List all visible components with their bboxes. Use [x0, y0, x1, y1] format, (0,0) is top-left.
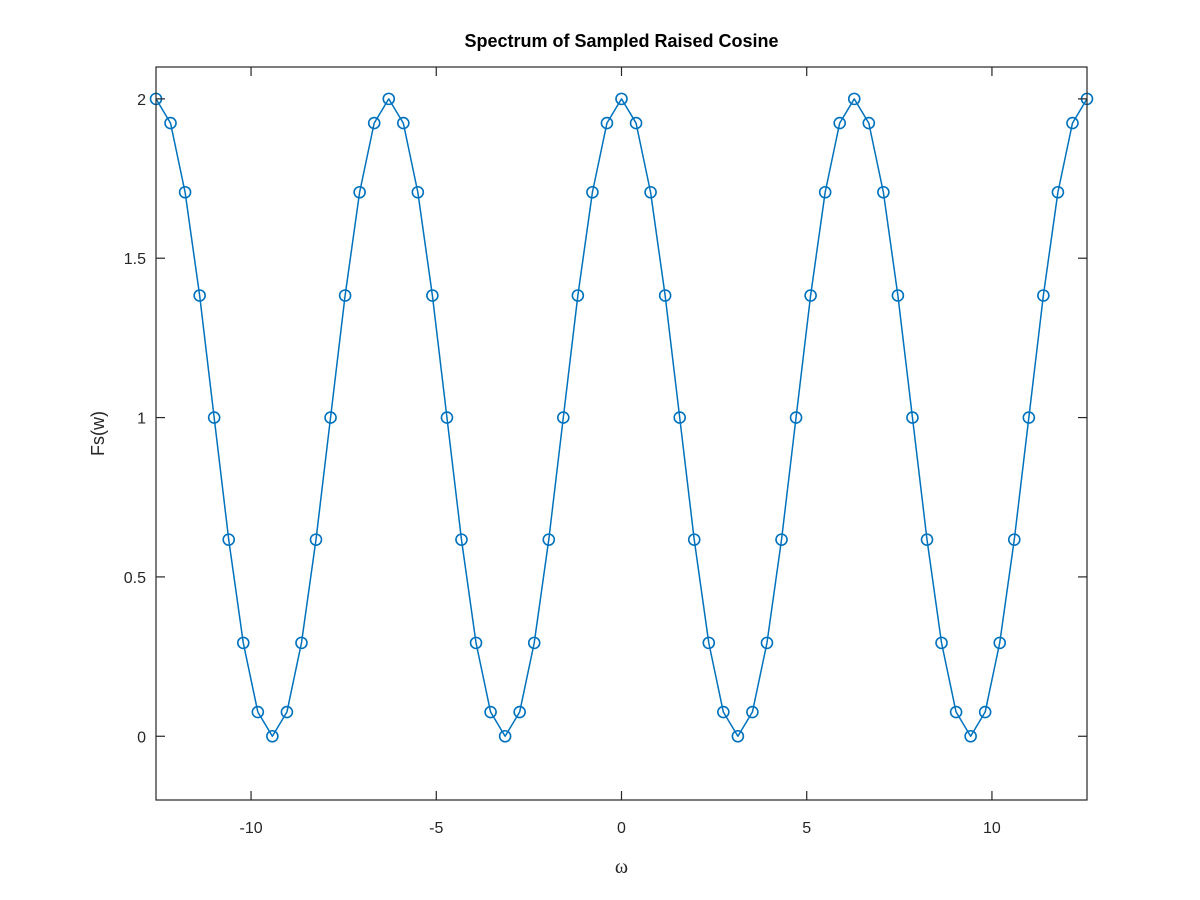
data-point-marker: [484, 705, 497, 719]
y-tick-label: 1.5: [124, 251, 146, 268]
data-point-marker: [266, 729, 279, 743]
data-point-marker: [644, 185, 657, 199]
data-point-marker: [571, 289, 585, 302]
data-point-marker: [891, 289, 905, 302]
data-point-marker: [760, 636, 774, 650]
data-point-marker: [455, 533, 468, 546]
data-point-marker: [964, 729, 977, 743]
data-point-marker: [193, 289, 206, 302]
data-point-marker: [353, 185, 366, 199]
data-point-marker: [1022, 411, 1036, 424]
data-point-marker: [251, 705, 265, 719]
x-tick-label: 0: [617, 820, 626, 837]
x-tick-label: 10: [983, 820, 1001, 837]
x-axis-label: ω: [615, 856, 628, 878]
data-point-marker: [397, 116, 410, 130]
data-point-marker: [1007, 533, 1021, 546]
data-point-marker: [658, 289, 672, 302]
chart-title: Spectrum of Sampled Raised Cosine: [464, 31, 778, 51]
data-point-marker: [513, 705, 526, 719]
data-point-marker: [789, 411, 803, 424]
data-point-marker: [935, 636, 948, 650]
data-point-marker: [978, 705, 992, 719]
data-point-marker: [818, 185, 832, 199]
data-point-marker: [920, 533, 934, 546]
data-point-marker: [426, 289, 439, 302]
data-point-marker: [949, 705, 963, 719]
data-point-marker: [833, 116, 846, 130]
x-tick-label: -10: [239, 820, 262, 837]
data-point-marker: [731, 729, 745, 743]
series-line: [155, 98, 1088, 738]
data-point-marker: [338, 289, 352, 302]
data-point-marker: [687, 533, 701, 546]
data-point-marker: [411, 185, 425, 199]
data-point-marker: [600, 116, 614, 130]
y-axis-label: Fs(w): [88, 411, 108, 456]
plot-area: [156, 67, 1087, 800]
data-point-marker: [993, 636, 1007, 650]
ticks-layer: -10 -5 0 5 10 0 0.5 1 1.5 2: [124, 67, 1087, 837]
data-point-marker: [1051, 185, 1065, 199]
y-tick-label: 2: [137, 92, 146, 109]
data-point-marker: [629, 116, 643, 130]
data-point-marker: [717, 705, 730, 719]
data-point-marker: [295, 636, 308, 650]
data-point-marker: [1037, 289, 1050, 302]
data-point-marker: [164, 116, 177, 130]
data-point-marker: [1066, 116, 1079, 130]
data-point-marker: [906, 411, 919, 424]
data-point-marker: [702, 636, 716, 650]
data-point-marker: [309, 533, 323, 546]
data-point-marker: [746, 705, 759, 719]
data-point-marker: [527, 636, 541, 650]
data-point-marker: [877, 185, 890, 199]
x-tick-label: 5: [802, 820, 811, 837]
data-point-marker: [222, 533, 236, 546]
data-point-marker: [469, 636, 483, 650]
data-point-marker: [862, 116, 876, 130]
y-tick-label: 1: [137, 411, 146, 428]
y-tick-label: 0: [137, 729, 146, 746]
data-point-marker: [178, 185, 192, 199]
data-point-marker: [556, 411, 570, 424]
data-point-marker: [542, 533, 556, 546]
data-point-marker: [804, 289, 817, 302]
data-point-marker: [498, 729, 512, 743]
data-point-marker: [775, 533, 788, 546]
data-point-marker: [440, 411, 454, 424]
x-tick-label: -5: [429, 820, 443, 837]
data-point-marker: [207, 411, 221, 424]
data-point-marker: [847, 92, 861, 106]
data-point-marker: [367, 116, 381, 130]
data-point-marker: [280, 705, 294, 719]
data-point-marker: [586, 185, 599, 199]
data-point-marker: [673, 411, 687, 424]
data-point-marker: [615, 92, 628, 106]
series-layer: [149, 92, 1094, 743]
data-point-marker: [324, 411, 337, 424]
data-point-marker: [382, 92, 396, 106]
y-tick-label: 0.5: [124, 570, 146, 587]
data-point-marker: [236, 636, 250, 650]
